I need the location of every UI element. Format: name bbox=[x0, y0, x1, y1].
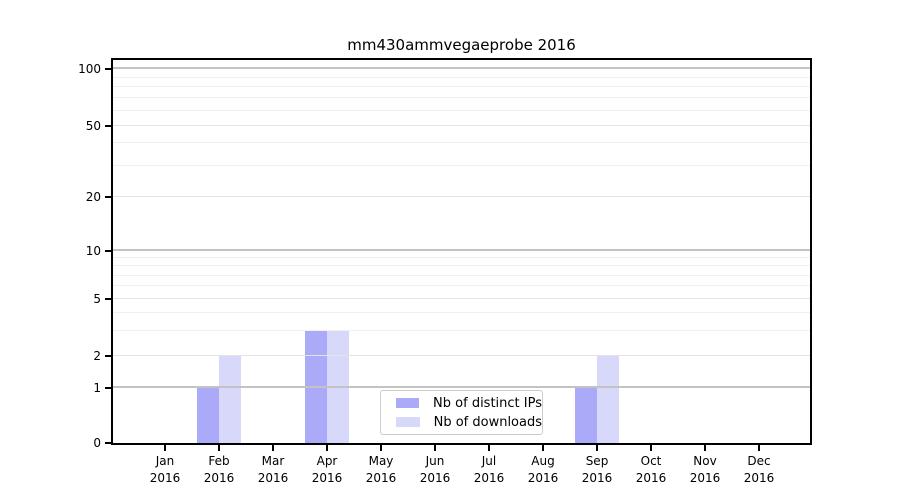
x-tick-mar bbox=[272, 445, 274, 451]
y-tick-50 bbox=[105, 125, 111, 127]
y-tick-5 bbox=[105, 298, 111, 300]
x-tick-label-jul: Jul 2016 bbox=[473, 454, 505, 485]
x-tick-dec bbox=[758, 445, 760, 451]
y-tick-100 bbox=[105, 68, 111, 70]
x-tick-may bbox=[380, 445, 382, 451]
y-tick-0 bbox=[105, 442, 111, 444]
bars-layer bbox=[113, 60, 810, 443]
y-tick-label-5: 5 bbox=[93, 292, 101, 306]
x-tick-label-mar: Mar 2016 bbox=[257, 454, 289, 485]
x-tick-label-feb: Feb 2016 bbox=[203, 454, 235, 485]
y-tick-label-2: 2 bbox=[93, 349, 101, 363]
y-tick-10 bbox=[105, 250, 111, 252]
y-tick-label-50: 50 bbox=[85, 119, 101, 133]
x-tick-jul bbox=[488, 445, 490, 451]
y-tick-label-0: 0 bbox=[93, 436, 101, 450]
y-tick-1 bbox=[105, 387, 111, 389]
legend-item-distinct-ips: Nb of distinct IPs bbox=[396, 394, 542, 413]
x-tick-feb bbox=[218, 445, 220, 451]
legend-item-downloads: Nb of downloads bbox=[396, 413, 542, 432]
x-tick-jan bbox=[164, 445, 166, 451]
y-tick-label-100: 100 bbox=[78, 62, 101, 76]
bar-downloads-apr bbox=[327, 331, 349, 443]
legend-swatch-downloads-icon bbox=[396, 417, 420, 427]
x-tick-aug bbox=[542, 445, 544, 451]
legend-label-downloads: Nb of downloads bbox=[433, 414, 542, 430]
y-tick-label-1: 1 bbox=[93, 381, 101, 395]
y-tick-label-20: 20 bbox=[85, 190, 101, 204]
bar-distinct-ips-feb bbox=[197, 388, 219, 443]
chart-title: mm430ammvegaeprobe 2016 bbox=[347, 36, 576, 54]
x-tick-label-apr: Apr 2016 bbox=[311, 454, 343, 485]
x-tick-label-dec: Dec 2016 bbox=[743, 454, 775, 485]
legend-label-distinct-ips: Nb of distinct IPs bbox=[433, 395, 542, 411]
y-tick-label-10: 10 bbox=[85, 244, 101, 258]
bar-downloads-sep bbox=[597, 356, 619, 443]
x-tick-label-nov: Nov 2016 bbox=[689, 454, 721, 485]
bar-distinct-ips-apr bbox=[305, 331, 327, 443]
x-tick-sep bbox=[596, 445, 598, 451]
y-tick-20 bbox=[105, 196, 111, 198]
x-tick-label-aug: Aug 2016 bbox=[527, 454, 559, 485]
x-tick-label-jun: Jun 2016 bbox=[419, 454, 451, 485]
bar-downloads-feb bbox=[219, 356, 241, 443]
x-tick-jun bbox=[434, 445, 436, 451]
plot-area bbox=[111, 58, 812, 445]
x-tick-label-may: May 2016 bbox=[365, 454, 397, 485]
x-tick-oct bbox=[650, 445, 652, 451]
legend: Nb of distinct IPs Nb of downloads bbox=[380, 390, 543, 435]
x-tick-label-jan: Jan 2016 bbox=[149, 454, 181, 485]
bar-distinct-ips-sep bbox=[575, 388, 597, 443]
x-tick-apr bbox=[326, 445, 328, 451]
x-tick-label-sep: Sep 2016 bbox=[581, 454, 613, 485]
x-tick-nov bbox=[704, 445, 706, 451]
x-tick-label-oct: Oct 2016 bbox=[635, 454, 667, 485]
y-tick-2 bbox=[105, 355, 111, 357]
legend-swatch-distinct-ips-icon bbox=[396, 398, 420, 408]
